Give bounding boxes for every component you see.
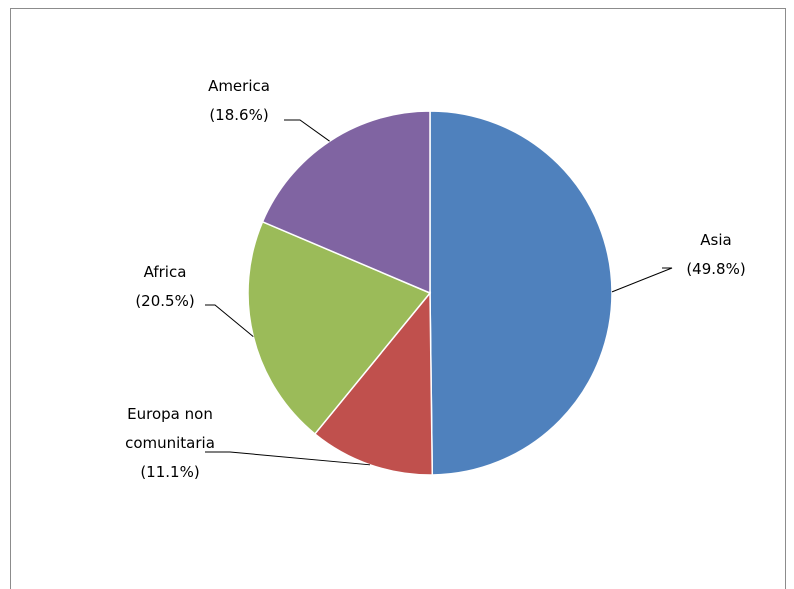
pie-slice <box>247 220 432 436</box>
value-label: (18.6%) <box>209 106 269 124</box>
leader-line <box>205 304 254 337</box>
category-label: America <box>208 77 270 95</box>
category-label: Africa <box>143 263 187 281</box>
leader-line <box>284 119 330 142</box>
data-label: America (18.6%) <box>184 72 294 130</box>
category-label: Europa non comunitaria <box>125 405 215 452</box>
chart-border <box>10 8 786 589</box>
data-label: Europa non comunitaria (11.1%) <box>123 400 218 487</box>
value-label: (20.5%) <box>135 292 195 310</box>
leader-line <box>205 451 371 466</box>
data-label: Asia (49.8%) <box>661 226 771 284</box>
category-label: Asia <box>700 231 732 249</box>
leader-line <box>611 267 673 293</box>
pie-slice <box>429 110 613 476</box>
data-label: Africa (20.5%) <box>110 258 220 316</box>
value-label: (11.1%) <box>140 463 200 481</box>
pie-slice <box>261 110 431 295</box>
value-label: (49.8%) <box>686 260 746 278</box>
